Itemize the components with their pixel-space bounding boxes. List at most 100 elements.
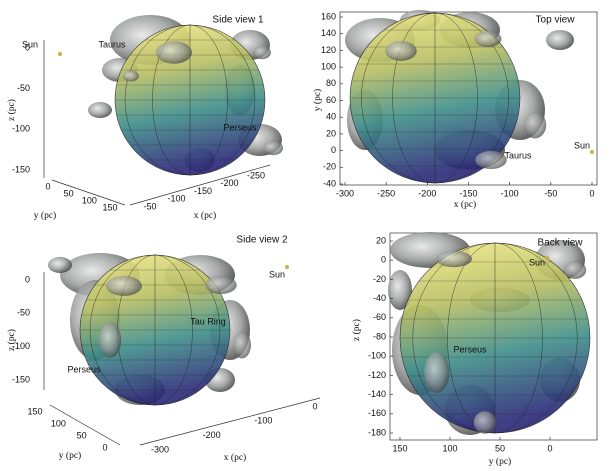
tick-label: 20 xyxy=(376,235,386,245)
tick-label: 20 xyxy=(326,128,336,138)
tick-label: -20 xyxy=(323,162,336,172)
annotation: Sun xyxy=(529,257,545,267)
axis-line xyxy=(49,404,121,446)
annotation: Taurus xyxy=(504,150,532,160)
tick-label: -40 xyxy=(323,178,336,188)
dust-cloud xyxy=(233,331,251,359)
axis-label: x (pc) xyxy=(454,199,476,210)
tick-label: -50 xyxy=(143,201,156,211)
dust-cloud xyxy=(424,352,450,393)
tick-label: -50 xyxy=(544,188,557,198)
sun-marker xyxy=(58,52,62,56)
tick-label: -200 xyxy=(220,178,238,188)
dust-cloud xyxy=(563,261,587,279)
tick-label: -100 xyxy=(501,188,519,198)
dust-cloud xyxy=(106,276,142,296)
dust-cloud xyxy=(48,257,72,273)
tick-label: -200 xyxy=(418,188,436,198)
dust-cloud xyxy=(263,140,284,156)
axis-label: y (pc) xyxy=(489,456,511,467)
tick-label: -100 xyxy=(167,194,185,204)
tick-label: 60 xyxy=(326,95,336,105)
dust-cloud xyxy=(388,270,412,310)
tick-label: 100 xyxy=(51,418,66,428)
panel-title: Top view xyxy=(536,15,576,26)
tick-label: -80 xyxy=(373,331,386,341)
tick-label: -150 xyxy=(12,374,30,384)
dust-cloud xyxy=(475,151,507,169)
axis-label: z (pc) xyxy=(351,319,362,341)
tick-label: -300 xyxy=(336,188,354,198)
tick-label: -180 xyxy=(368,427,386,437)
annotation: Tau Ring xyxy=(190,316,226,326)
tick-label: -50 xyxy=(17,83,30,93)
panel: Side view 2 0 -50 -100 -150 150 100 50 0 -300 -200… xyxy=(6,235,321,463)
tick-label: 0 xyxy=(589,188,594,198)
tick-label: 50 xyxy=(77,430,87,440)
tick-label: -300 xyxy=(151,444,169,454)
sun-marker xyxy=(545,256,549,260)
tick-label: 160 xyxy=(321,11,336,21)
tick-label: 0 xyxy=(331,145,336,155)
tick-label: -50 xyxy=(17,308,30,318)
tick-label: -250 xyxy=(247,170,265,180)
sun-marker xyxy=(590,150,594,154)
axes-box xyxy=(389,232,598,441)
tick-label: 100 xyxy=(442,443,457,453)
tick-label: 100 xyxy=(82,195,97,205)
tick-label: -60 xyxy=(373,312,386,322)
annotation: Sun xyxy=(574,140,590,150)
panel-title: Back view xyxy=(537,238,583,249)
tick-label: 0 xyxy=(381,255,386,265)
dust-cloud xyxy=(436,250,472,268)
annotation: Perseus xyxy=(223,122,257,132)
axis-label: z (pc) xyxy=(6,99,17,121)
axis-line xyxy=(129,164,271,206)
axis-line xyxy=(139,397,321,446)
tick-label: -40 xyxy=(373,293,386,303)
tick-label: -200 xyxy=(203,430,221,440)
tick-label: -160 xyxy=(368,408,386,418)
dust-cloud xyxy=(205,276,237,294)
dust-cloud xyxy=(474,30,502,48)
annotation: Sun xyxy=(22,39,38,49)
tick-label: -150 xyxy=(12,164,30,174)
annotation: Perseus xyxy=(67,364,101,374)
tick-label: -100 xyxy=(12,124,30,134)
tick-label: 0 xyxy=(102,442,107,452)
tick-label: 150 xyxy=(102,202,117,212)
axis-label: x (pc) xyxy=(224,452,246,463)
tick-label: 0 xyxy=(25,42,30,52)
tick-label: 50 xyxy=(64,188,74,198)
annotation: Perseus xyxy=(453,344,487,354)
sun-marker xyxy=(285,265,289,269)
dust-cloud xyxy=(98,322,122,358)
tick-label: -100 xyxy=(254,416,272,426)
axis-label: y (pc) xyxy=(59,450,81,461)
tick-label: 0 xyxy=(312,401,317,411)
axis-label: y (pc) xyxy=(312,89,323,111)
panel: Top view 160 140 120 100 80 60 40 20 0 -20 -40-300 -… xyxy=(312,10,598,210)
panel: Back view 20 0 -20 -40 -60 -80 -100 -120 -140 -160… xyxy=(351,232,598,467)
tick-label: 100 xyxy=(321,61,336,71)
annotation: Sun xyxy=(269,269,285,279)
tick-label: 150 xyxy=(27,406,42,416)
axis-label: y (pc) xyxy=(34,210,56,221)
tick-label: -150 xyxy=(459,188,477,198)
axis-line xyxy=(51,179,126,206)
tick-label: 0 xyxy=(25,274,30,284)
tick-label: -120 xyxy=(368,370,386,380)
dust-cloud xyxy=(385,41,417,61)
tick-label: 120 xyxy=(321,45,336,55)
dust-cloud xyxy=(523,111,547,139)
annotation: Taurus xyxy=(98,39,126,49)
tick-label: 80 xyxy=(326,78,336,88)
tick-label: 150 xyxy=(392,443,407,453)
tick-label: -140 xyxy=(368,389,386,399)
dust-cloud xyxy=(88,102,112,118)
dust-cloud xyxy=(546,30,574,50)
panel-title: Side view 1 xyxy=(212,15,264,26)
tick-label: -100 xyxy=(12,341,30,351)
